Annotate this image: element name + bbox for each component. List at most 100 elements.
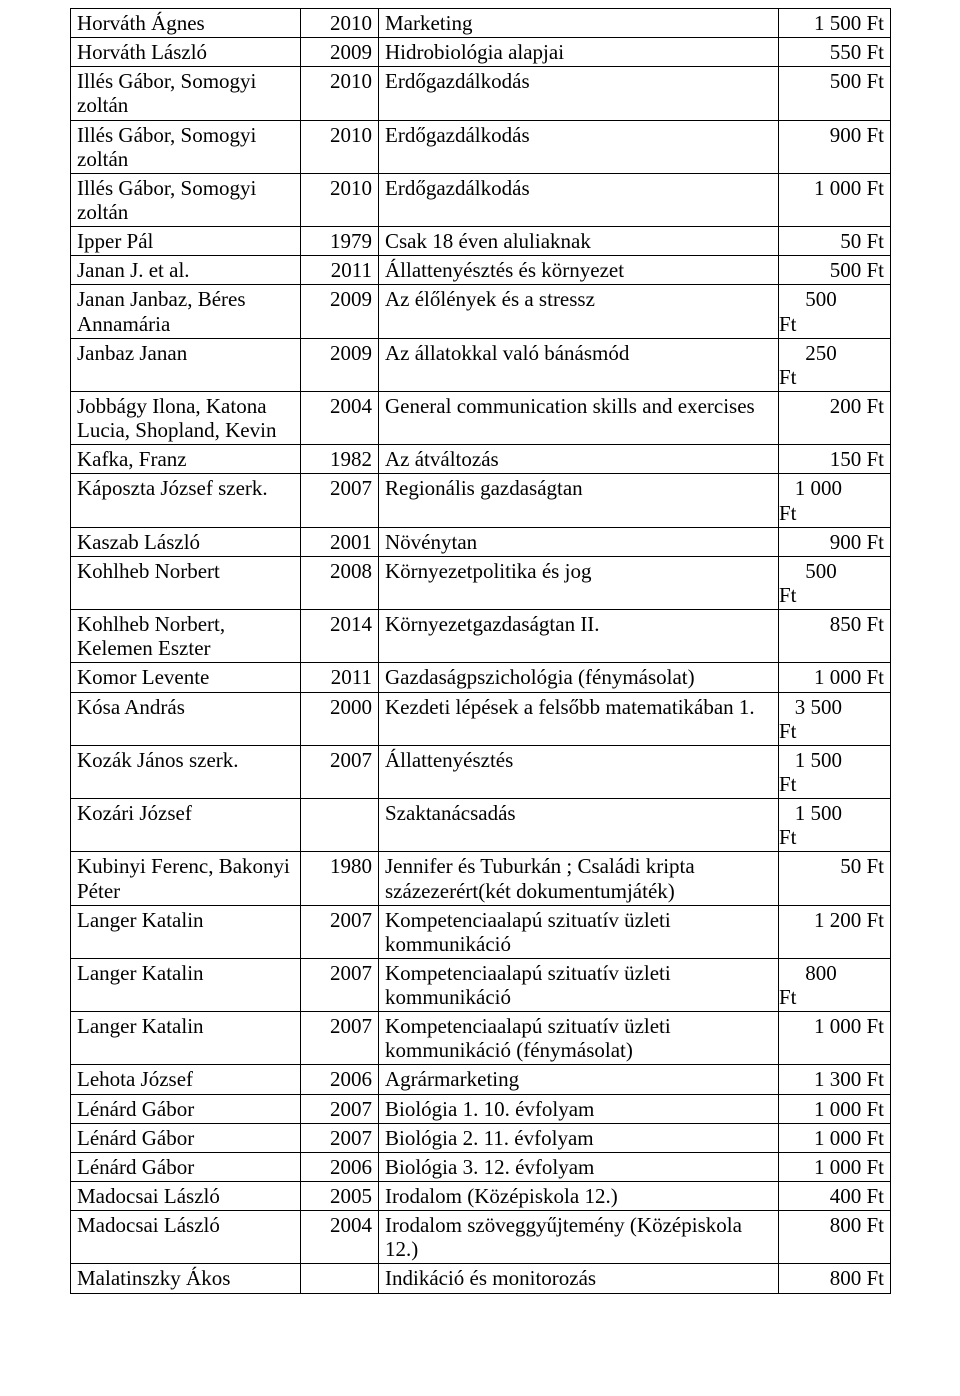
year-cell: 2007	[301, 474, 379, 527]
year-cell: 1982	[301, 445, 379, 474]
table-row: Illés Gábor, Somogyi zoltán2010Erdőgazdá…	[71, 67, 891, 120]
title-cell: Hidrobiológia alapjai	[379, 38, 779, 67]
year-cell: 2004	[301, 391, 379, 444]
price-cell: 200 Ft	[779, 391, 891, 444]
price-cell: 1 000 Ft	[779, 663, 891, 692]
table-row: Kafka, Franz1982Az átváltozás150 Ft	[71, 445, 891, 474]
year-cell: 2014	[301, 610, 379, 663]
title-cell: Az állatokkal való bánásmód	[379, 338, 779, 391]
author-cell: Janan J. et al.	[71, 256, 301, 285]
price-cell: 800 Ft	[779, 1211, 891, 1264]
year-cell: 1979	[301, 227, 379, 256]
price-cell: 550 Ft	[779, 38, 891, 67]
table-row: Illés Gábor, Somogyi zoltán2010Erdőgazdá…	[71, 120, 891, 173]
year-cell: 2010	[301, 173, 379, 226]
price-cell: 1 000 Ft	[779, 1094, 891, 1123]
price-cell: 500 Ft	[779, 256, 891, 285]
author-cell: Kohlheb Norbert	[71, 556, 301, 609]
table-row: Komor Levente2011Gazdaságpszichológia (f…	[71, 663, 891, 692]
year-cell: 2011	[301, 256, 379, 285]
book-table-body: Horváth Ágnes2010Marketing1 500 FtHorvát…	[71, 9, 891, 1294]
year-cell: 2009	[301, 38, 379, 67]
year-cell: 2011	[301, 663, 379, 692]
author-cell: Illés Gábor, Somogyi zoltán	[71, 67, 301, 120]
table-row: Langer Katalin2007Kompetenciaalapú szitu…	[71, 958, 891, 1011]
title-cell: Állattenyésztés és környezet	[379, 256, 779, 285]
author-cell: Kozák János szerk.	[71, 745, 301, 798]
price-cell: 50 Ft	[779, 227, 891, 256]
title-cell: Kezdeti lépések a felsőbb matematikában …	[379, 692, 779, 745]
author-cell: Kohlheb Norbert, Kelemen Eszter	[71, 610, 301, 663]
table-row: Horváth Ágnes2010Marketing1 500 Ft	[71, 9, 891, 38]
title-cell: Szaktanácsadás	[379, 799, 779, 852]
title-cell: Kompetenciaalapú szituatív üzleti kommun…	[379, 958, 779, 1011]
price-cell: 1 500 Ft	[779, 799, 891, 852]
title-cell: Erdőgazdálkodás	[379, 173, 779, 226]
author-cell: Kósa András	[71, 692, 301, 745]
author-cell: Lénárd Gábor	[71, 1123, 301, 1152]
year-cell: 2004	[301, 1211, 379, 1264]
table-row: Kósa András2000Kezdeti lépések a felsőbb…	[71, 692, 891, 745]
year-cell: 2010	[301, 9, 379, 38]
table-row: Lénárd Gábor2006Biológia 3. 12. évfolyam…	[71, 1152, 891, 1181]
year-cell	[301, 799, 379, 852]
author-cell: Horváth László	[71, 38, 301, 67]
price-cell: 900 Ft	[779, 120, 891, 173]
title-cell: Kompetenciaalapú szituatív üzleti kommun…	[379, 1012, 779, 1065]
table-row: Janan J. et al.2011Állattenyésztés és kö…	[71, 256, 891, 285]
title-cell: Biológia 2. 11. évfolyam	[379, 1123, 779, 1152]
table-row: Kozári József Szaktanácsadás 1 500 Ft	[71, 799, 891, 852]
year-cell	[301, 1264, 379, 1293]
price-cell: 1 000 Ft	[779, 173, 891, 226]
title-cell: Környezetgazdaságtan II.	[379, 610, 779, 663]
price-cell: 1 500 Ft	[779, 745, 891, 798]
title-cell: Jennifer és Tuburkán ; Családi kripta sz…	[379, 852, 779, 905]
title-cell: Biológia 3. 12. évfolyam	[379, 1152, 779, 1181]
title-cell: Erdőgazdálkodás	[379, 120, 779, 173]
author-cell: Langer Katalin	[71, 905, 301, 958]
price-cell: 150 Ft	[779, 445, 891, 474]
author-cell: Madocsai László	[71, 1211, 301, 1264]
year-cell: 2007	[301, 1094, 379, 1123]
title-cell: Regionális gazdaságtan	[379, 474, 779, 527]
author-cell: Janbaz Janan	[71, 338, 301, 391]
price-cell: 850 Ft	[779, 610, 891, 663]
author-cell: Langer Katalin	[71, 1012, 301, 1065]
author-cell: Lénárd Gábor	[71, 1094, 301, 1123]
title-cell: Kompetenciaalapú szituatív üzleti kommun…	[379, 905, 779, 958]
book-table: Horváth Ágnes2010Marketing1 500 FtHorvát…	[70, 8, 891, 1294]
title-cell: Indikáció és monitorozás	[379, 1264, 779, 1293]
title-cell: Marketing	[379, 9, 779, 38]
table-row: Kaszab László2001Növénytan900 Ft	[71, 527, 891, 556]
author-cell: Madocsai László	[71, 1182, 301, 1211]
price-cell: 1 000 Ft	[779, 1152, 891, 1181]
year-cell: 2009	[301, 285, 379, 338]
year-cell: 2007	[301, 745, 379, 798]
table-row: Madocsai László2005Irodalom (Középiskola…	[71, 1182, 891, 1211]
title-cell: Gazdaságpszichológia (fénymásolat)	[379, 663, 779, 692]
year-cell: 2007	[301, 1012, 379, 1065]
price-cell: 1 200 Ft	[779, 905, 891, 958]
title-cell: Biológia 1. 10. évfolyam	[379, 1094, 779, 1123]
table-row: Madocsai László2004Irodalom szöveggyűjte…	[71, 1211, 891, 1264]
title-cell: Csak 18 éven aluliaknak	[379, 227, 779, 256]
price-cell: 800 Ft	[779, 958, 891, 1011]
price-cell: 3 500 Ft	[779, 692, 891, 745]
title-cell: General communication skills and exercis…	[379, 391, 779, 444]
table-row: Horváth László2009Hidrobiológia alapjai5…	[71, 38, 891, 67]
author-cell: Kozári József	[71, 799, 301, 852]
author-cell: Ipper Pál	[71, 227, 301, 256]
table-row: Janbaz Janan2009Az állatokkal való bánás…	[71, 338, 891, 391]
title-cell: Agrármarketing	[379, 1065, 779, 1094]
table-row: Káposzta József szerk.2007Regionális gaz…	[71, 474, 891, 527]
price-cell: 1 000 Ft	[779, 474, 891, 527]
price-cell: 900 Ft	[779, 527, 891, 556]
author-cell: Jobbágy Ilona, Katona Lucia, Shopland, K…	[71, 391, 301, 444]
table-row: Illés Gábor, Somogyi zoltán2010Erdőgazdá…	[71, 173, 891, 226]
price-cell: 800 Ft	[779, 1264, 891, 1293]
title-cell: Irodalom szöveggyűjtemény (Középiskola 1…	[379, 1211, 779, 1264]
author-cell: Illés Gábor, Somogyi zoltán	[71, 173, 301, 226]
price-cell: 1 000 Ft	[779, 1012, 891, 1065]
author-cell: Langer Katalin	[71, 958, 301, 1011]
title-cell: Környezetpolitika és jog	[379, 556, 779, 609]
